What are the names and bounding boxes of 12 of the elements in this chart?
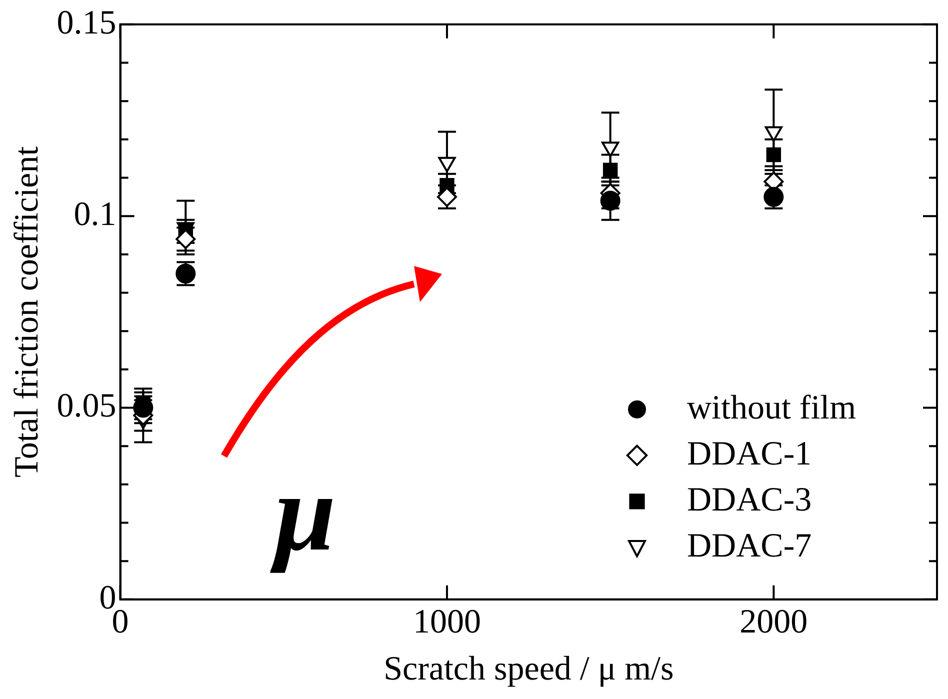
x-tick-label: 1000 bbox=[412, 604, 481, 641]
y-tick-label: 0.1 bbox=[74, 196, 116, 233]
legend-label: DDAC-1 bbox=[687, 435, 812, 472]
y-tick-label: 0.15 bbox=[56, 4, 116, 42]
annotation: μ bbox=[270, 451, 336, 574]
x-tick-label: 2000 bbox=[740, 604, 808, 641]
x-axis-title: Scratch speed / μ m/s bbox=[384, 650, 674, 688]
legend-label: DDAC-3 bbox=[687, 481, 812, 518]
legend-label: without film bbox=[687, 389, 856, 426]
legend-label: DDAC-7 bbox=[687, 527, 812, 564]
y-tick-label: 0.05 bbox=[56, 388, 116, 425]
y-axis-title: Total friction coefficient bbox=[8, 146, 46, 478]
